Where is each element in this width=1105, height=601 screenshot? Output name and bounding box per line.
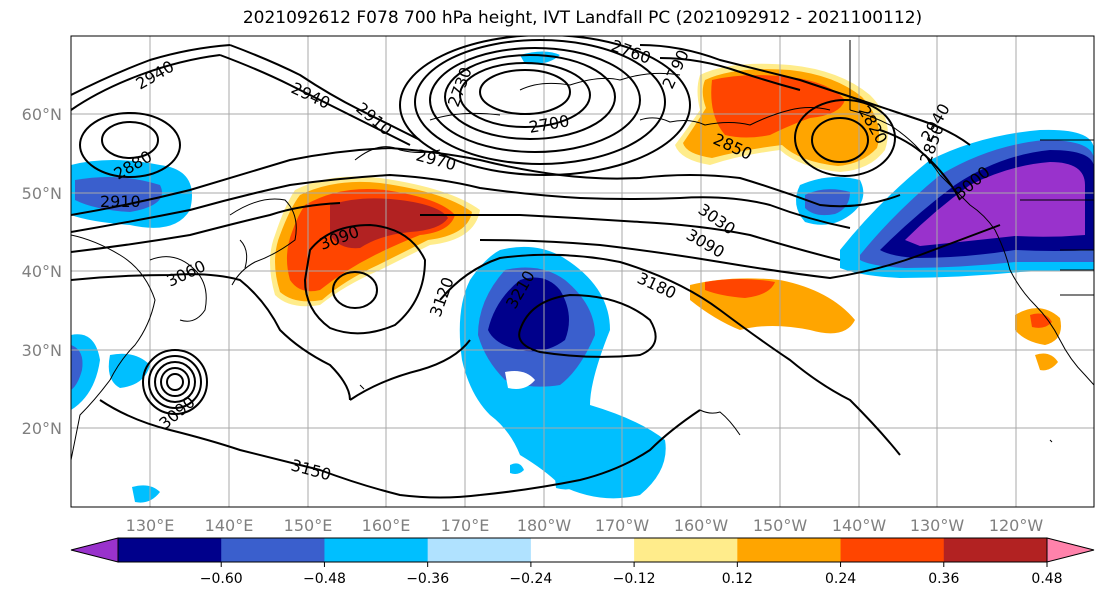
colorbar-segment	[427, 538, 532, 562]
lon-label: 140°W	[832, 516, 887, 535]
colorbar-segment	[737, 538, 842, 562]
colorbar-ticks: −0.60 −0.48 −0.36 −0.24 −0.12 0.12 0.24 0.36 0.4…	[200, 562, 1063, 587]
graticule	[71, 36, 1094, 507]
lon-label: 130°W	[910, 516, 965, 535]
longitude-labels: 130°E 140°E 150°E 160°E 170°E 180°W 170°…	[126, 516, 1044, 535]
map-frame	[70, 35, 1095, 508]
colorbar-tick-label: 0.48	[1031, 571, 1062, 587]
colorbar-extend-high	[1046, 537, 1095, 563]
lat-label: 30°N	[22, 341, 62, 360]
colorbar	[70, 537, 1095, 563]
lon-label: 130°E	[126, 516, 175, 535]
latitude-labels: 60°N 50°N 40°N 30°N 20°N	[22, 105, 62, 438]
colorbar-tick-label: −0.48	[303, 571, 346, 587]
lon-label: 150°E	[284, 516, 333, 535]
colorbar-outline	[117, 537, 1048, 563]
lon-label: 180°W	[517, 516, 572, 535]
ivt-negative-central	[459, 51, 666, 499]
colorbar-tick-label: 0.36	[928, 571, 959, 587]
colorbar-segment	[324, 538, 429, 562]
height-contours	[71, 36, 1001, 499]
lon-label: 170°W	[595, 516, 650, 535]
lon-label: 150°W	[753, 516, 808, 535]
contour-label: 2910	[100, 192, 141, 211]
lon-label: 160°W	[674, 516, 729, 535]
colorbar-segment	[943, 538, 1048, 562]
lat-label: 50°N	[22, 184, 62, 203]
colorbar-segment	[221, 538, 325, 562]
ivt-negative-west	[71, 160, 192, 503]
lon-label: 140°E	[205, 516, 254, 535]
map-plot-area: 2940 2880 2910 3060 2940 2910 2730 2760 …	[71, 36, 1094, 507]
lat-label: 20°N	[22, 419, 62, 438]
lon-label: 160°E	[362, 516, 411, 535]
ivt-negative-east	[796, 129, 1094, 278]
colorbar-tick-label: 0.12	[722, 571, 753, 587]
ivt-positive-central	[270, 176, 480, 307]
lon-label: 120°W	[989, 516, 1044, 535]
colorbar-tick-label: 0.24	[825, 571, 856, 587]
lat-label: 40°N	[22, 262, 62, 281]
colorbar-segment	[634, 538, 738, 562]
colorbar-tick-label: −0.36	[406, 571, 449, 587]
colorbar-extend-low	[70, 537, 119, 563]
colorbar-tick-label: −0.60	[200, 571, 243, 587]
lon-label: 170°E	[441, 516, 490, 535]
lat-label: 60°N	[22, 105, 62, 124]
colorbar-segment	[118, 538, 222, 562]
colorbar-segment	[530, 538, 635, 562]
colorbar-tick-label: −0.24	[509, 571, 552, 587]
map-title: 2021092612 F078 700 hPa height, IVT Land…	[242, 8, 923, 28]
colorbar-segment	[840, 538, 945, 562]
colorbar-tick-label: −0.12	[613, 571, 656, 587]
